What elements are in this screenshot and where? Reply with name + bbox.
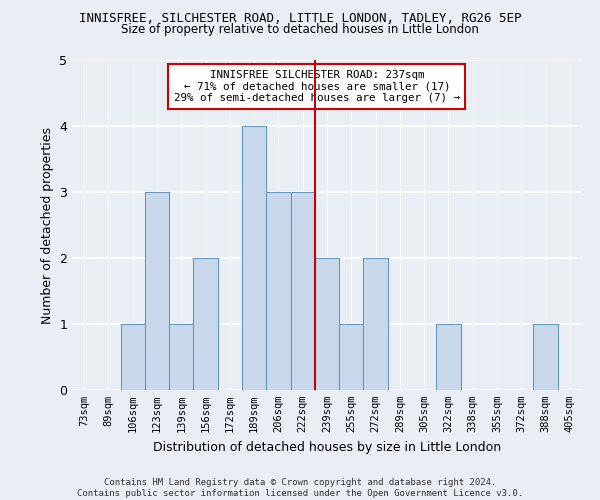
Bar	[315, 258, 339, 390]
Bar	[290, 192, 315, 390]
Bar	[364, 258, 388, 390]
Bar	[193, 258, 218, 390]
Text: INNISFREE, SILCHESTER ROAD, LITTLE LONDON, TADLEY, RG26 5EP: INNISFREE, SILCHESTER ROAD, LITTLE LONDO…	[79, 12, 521, 26]
Bar	[121, 324, 145, 390]
Y-axis label: Number of detached properties: Number of detached properties	[41, 126, 53, 324]
Bar	[436, 324, 461, 390]
Bar	[339, 324, 364, 390]
Bar	[242, 126, 266, 390]
X-axis label: Distribution of detached houses by size in Little London: Distribution of detached houses by size …	[153, 440, 501, 454]
Bar	[145, 192, 169, 390]
Text: Contains HM Land Registry data © Crown copyright and database right 2024.
Contai: Contains HM Land Registry data © Crown c…	[77, 478, 523, 498]
Bar	[533, 324, 558, 390]
Text: INNISFREE SILCHESTER ROAD: 237sqm
← 71% of detached houses are smaller (17)
29% : INNISFREE SILCHESTER ROAD: 237sqm ← 71% …	[174, 70, 460, 103]
Text: Size of property relative to detached houses in Little London: Size of property relative to detached ho…	[121, 24, 479, 36]
Bar	[169, 324, 193, 390]
Bar	[266, 192, 290, 390]
